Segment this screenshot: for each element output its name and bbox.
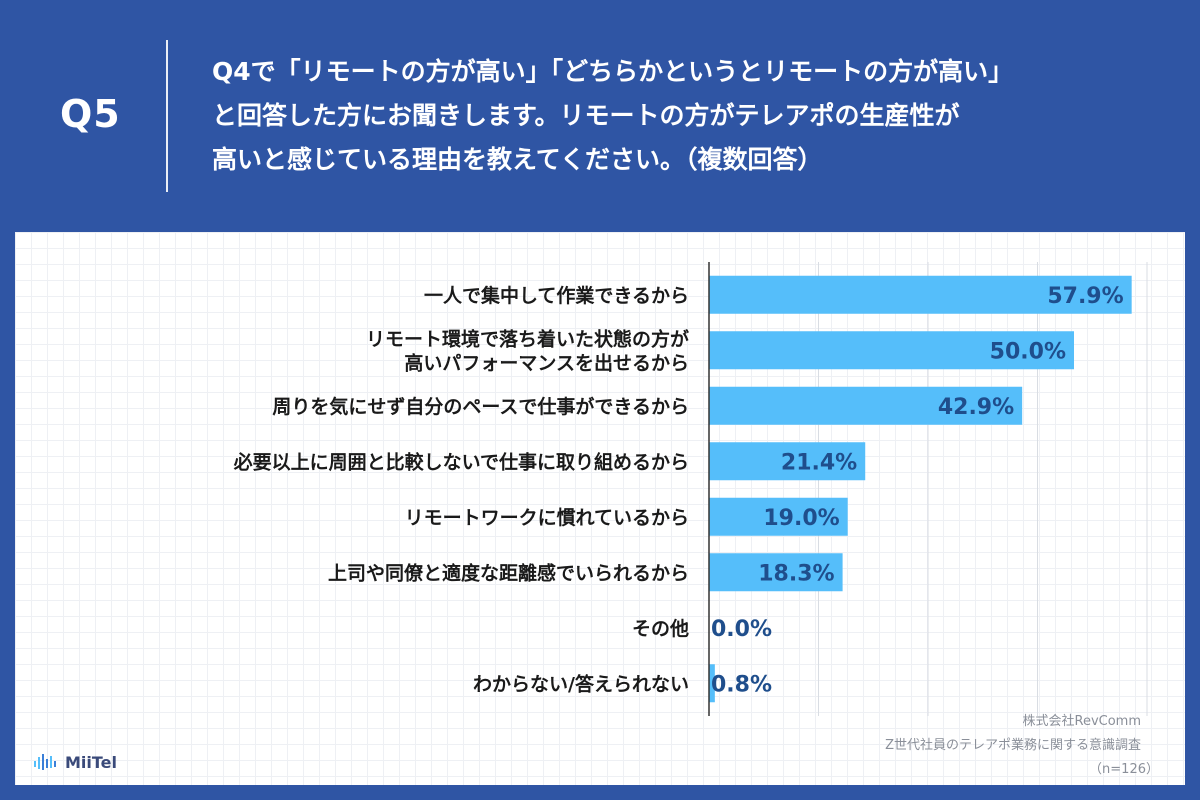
- value-label: 0.0%: [711, 617, 772, 642]
- bar: [709, 442, 866, 481]
- category-label: 高いパフォーマンスを出せるから: [404, 351, 689, 374]
- question-number: Q5: [60, 92, 121, 136]
- value-label: 57.9%: [1047, 284, 1123, 309]
- category-label: その他: [632, 617, 689, 640]
- source-survey: Z世代社員のテレアポ業務に関する意識調査: [885, 738, 1141, 753]
- category-label: わからない/答えられない: [473, 672, 689, 695]
- question-line: Q4で「リモートの方が高い」「どちらかというとリモートの方が高い」: [212, 57, 1014, 86]
- chart-panel: 57.9% 一人で集中して作業できるから 50.0% リモート環境で落ち着いた状態の方…: [15, 232, 1185, 785]
- value-label: 21.4%: [781, 450, 857, 475]
- bar: [709, 386, 1023, 425]
- sample-size: （n=126）: [1089, 762, 1159, 777]
- source-company: 株式会社RevComm: [1022, 714, 1142, 729]
- value-label: 42.9%: [938, 395, 1014, 420]
- header: Q5 Q4で「リモートの方が高い」「どちらかというとリモートの方が高い」 と回答…: [0, 0, 1200, 232]
- category-label: 必要以上に周囲と比較しないで仕事に取り組めるから: [233, 450, 689, 473]
- category-label: 一人で集中して作業できるから: [424, 284, 689, 307]
- bar: [709, 664, 715, 703]
- category-label: リモート環境で落ち着いた状態の方が: [366, 327, 689, 350]
- value-label: 0.8%: [711, 672, 772, 697]
- bar: [709, 275, 1132, 314]
- header-divider: [166, 40, 168, 192]
- question-text: Q4で「リモートの方が高い」「どちらかというとリモートの方が高い」 と回答した方…: [212, 50, 1172, 182]
- bar-chart: 57.9% 一人で集中して作業できるから 50.0% リモート環境で落ち着いた状態の方…: [233, 262, 1148, 716]
- logo: MiiTel: [33, 752, 117, 772]
- question-line: と回答した方にお聞きします。リモートの方がテレアポの生産性が: [212, 101, 960, 130]
- bar: [709, 497, 848, 536]
- logo-text: MiiTel: [65, 752, 118, 772]
- category-label: 上司や同僚と適度な距離感でいられるから: [328, 561, 689, 584]
- category-label: リモートワークに慣れているから: [405, 506, 689, 529]
- value-label: 18.3%: [758, 561, 834, 586]
- audio-wave-icon: [34, 754, 56, 770]
- bar: [709, 553, 843, 592]
- value-label: 19.0%: [763, 506, 839, 531]
- category-label: 周りを気にせず自分のペースで仕事ができるから: [272, 395, 689, 418]
- value-label: 50.0%: [990, 339, 1066, 364]
- bar: [709, 331, 1074, 370]
- question-line: 高いと感じている理由を教えてください。（複数回答）: [212, 145, 823, 174]
